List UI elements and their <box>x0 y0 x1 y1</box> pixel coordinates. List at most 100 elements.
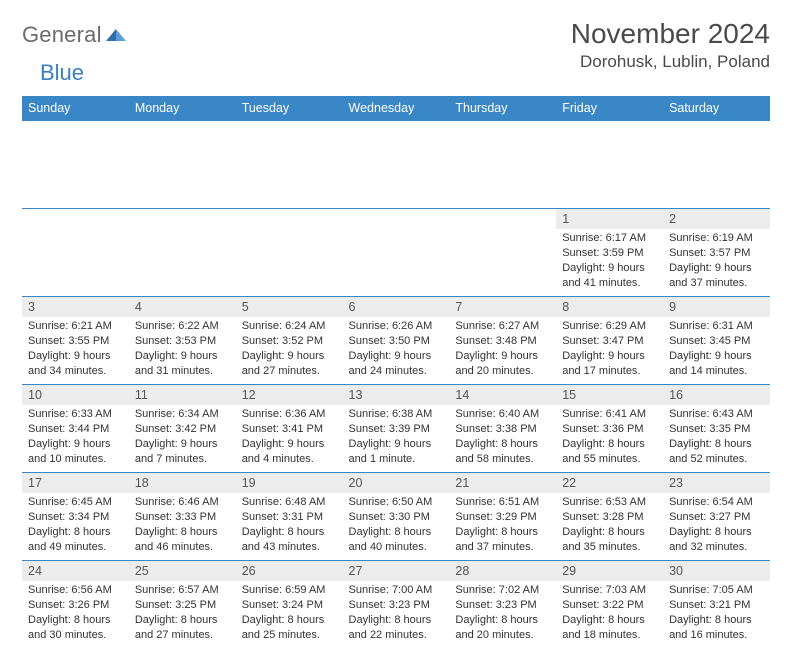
calendar-day-cell: 20Sunrise: 6:50 AMSunset: 3:30 PMDayligh… <box>343 473 450 561</box>
daylight-text: Daylight: 8 hours and 40 minutes. <box>349 525 444 555</box>
sunrise-text: Sunrise: 6:38 AM <box>349 407 444 422</box>
brand-logo: General <box>22 18 128 48</box>
day-number: 25 <box>129 561 236 581</box>
sunset-text: Sunset: 3:45 PM <box>669 334 764 349</box>
day-number: 23 <box>663 473 770 493</box>
day-number: 30 <box>663 561 770 581</box>
brand-mark-icon <box>106 25 126 46</box>
day-number: 1 <box>556 209 663 229</box>
day-number: 8 <box>556 297 663 317</box>
sunset-text: Sunset: 3:25 PM <box>135 598 230 613</box>
day-wrap: 19Sunrise: 6:48 AMSunset: 3:31 PMDayligh… <box>236 473 343 560</box>
day-details: Sunrise: 6:43 AMSunset: 3:35 PMDaylight:… <box>663 405 770 468</box>
sunset-text: Sunset: 3:35 PM <box>669 422 764 437</box>
day-wrap: 17Sunrise: 6:45 AMSunset: 3:34 PMDayligh… <box>22 473 129 560</box>
sunset-text: Sunset: 3:27 PM <box>669 510 764 525</box>
daylight-text: Daylight: 8 hours and 55 minutes. <box>562 437 657 467</box>
day-number: 4 <box>129 297 236 317</box>
day-number: 10 <box>22 385 129 405</box>
daylight-text: Daylight: 8 hours and 35 minutes. <box>562 525 657 555</box>
calendar-day-cell: 16Sunrise: 6:43 AMSunset: 3:35 PMDayligh… <box>663 385 770 473</box>
day-wrap: 29Sunrise: 7:03 AMSunset: 3:22 PMDayligh… <box>556 561 663 649</box>
day-number: 18 <box>129 473 236 493</box>
daylight-text: Daylight: 9 hours and 1 minute. <box>349 437 444 467</box>
sunrise-text: Sunrise: 6:57 AM <box>135 583 230 598</box>
day-number: 17 <box>22 473 129 493</box>
sunrise-text: Sunrise: 6:21 AM <box>28 319 123 334</box>
daylight-text: Daylight: 8 hours and 18 minutes. <box>562 613 657 643</box>
daylight-text: Daylight: 8 hours and 16 minutes. <box>669 613 764 643</box>
calendar-week-row: 1Sunrise: 6:17 AMSunset: 3:59 PMDaylight… <box>22 209 770 297</box>
day-details: Sunrise: 6:56 AMSunset: 3:26 PMDaylight:… <box>22 581 129 644</box>
brand-part1: General <box>22 22 102 48</box>
day-wrap: 18Sunrise: 6:46 AMSunset: 3:33 PMDayligh… <box>129 473 236 560</box>
sunset-text: Sunset: 3:34 PM <box>28 510 123 525</box>
day-number: 29 <box>556 561 663 581</box>
daylight-text: Daylight: 8 hours and 43 minutes. <box>242 525 337 555</box>
calendar-table: Sunday Monday Tuesday Wednesday Thursday… <box>22 96 770 649</box>
weekday-header: Sunday <box>22 96 129 121</box>
calendar-week-row: 10Sunrise: 6:33 AMSunset: 3:44 PMDayligh… <box>22 385 770 473</box>
daylight-text: Daylight: 9 hours and 4 minutes. <box>242 437 337 467</box>
day-details: Sunrise: 6:27 AMSunset: 3:48 PMDaylight:… <box>449 317 556 380</box>
day-details: Sunrise: 6:46 AMSunset: 3:33 PMDaylight:… <box>129 493 236 556</box>
daylight-text: Daylight: 9 hours and 37 minutes. <box>669 261 764 291</box>
day-details: Sunrise: 6:31 AMSunset: 3:45 PMDaylight:… <box>663 317 770 380</box>
day-wrap: 9Sunrise: 6:31 AMSunset: 3:45 PMDaylight… <box>663 297 770 384</box>
day-wrap: 23Sunrise: 6:54 AMSunset: 3:27 PMDayligh… <box>663 473 770 560</box>
day-wrap: 13 Sunrise: 6:38 AMSunset: 3:39 PMDayligh… <box>343 385 450 472</box>
sunrise-text: Sunrise: 6:45 AM <box>28 495 123 510</box>
month-title: November 2024 <box>571 18 770 50</box>
sunset-text: Sunset: 3:23 PM <box>455 598 550 613</box>
day-number: 9 <box>663 297 770 317</box>
day-details: Sunrise: 6:48 AMSunset: 3:31 PMDaylight:… <box>236 493 343 556</box>
daylight-text: Daylight: 8 hours and 25 minutes. <box>242 613 337 643</box>
sunrise-text: Sunrise: 6:24 AM <box>242 319 337 334</box>
weekday-header: Monday <box>129 96 236 121</box>
day-details: Sunrise: 6:53 AMSunset: 3:28 PMDaylight:… <box>556 493 663 556</box>
calendar-day-cell: 30Sunrise: 7:05 AMSunset: 3:21 PMDayligh… <box>663 561 770 649</box>
day-details: Sunrise: 6:40 AMSunset: 3:38 PMDaylight:… <box>449 405 556 468</box>
day-details: Sunrise: 7:03 AMSunset: 3:22 PMDaylight:… <box>556 581 663 644</box>
day-number: 22 <box>556 473 663 493</box>
sunrise-text: Sunrise: 6:34 AM <box>135 407 230 422</box>
calendar-day-cell: 15Sunrise: 6:41 AMSunset: 3:36 PMDayligh… <box>556 385 663 473</box>
sunset-text: Sunset: 3:21 PM <box>669 598 764 613</box>
day-number: 24 <box>22 561 129 581</box>
day-details: Sunrise: 6:59 AMSunset: 3:24 PMDaylight:… <box>236 581 343 644</box>
sunset-text: Sunset: 3:42 PM <box>135 422 230 437</box>
sunset-text: Sunset: 3:39 PM <box>349 422 444 437</box>
daylight-text: Daylight: 9 hours and 7 minutes. <box>135 437 230 467</box>
sunset-text: Sunset: 3:52 PM <box>242 334 337 349</box>
calendar-day-cell <box>236 209 343 297</box>
daylight-text: Daylight: 9 hours and 17 minutes. <box>562 349 657 379</box>
day-details: Sunrise: 6:54 AMSunset: 3:27 PMDaylight:… <box>663 493 770 556</box>
sunrise-text: Sunrise: 6:46 AM <box>135 495 230 510</box>
calendar-day-cell: 22Sunrise: 6:53 AMSunset: 3:28 PMDayligh… <box>556 473 663 561</box>
day-details: Sunrise: 6:19 AMSunset: 3:57 PMDaylight:… <box>663 229 770 292</box>
sunset-text: Sunset: 3:53 PM <box>135 334 230 349</box>
day-wrap: 22Sunrise: 6:53 AMSunset: 3:28 PMDayligh… <box>556 473 663 560</box>
day-number: 13 <box>343 385 450 405</box>
day-details: Sunrise: 6:45 AMSunset: 3:34 PMDaylight:… <box>22 493 129 556</box>
day-details: Sunrise: 6:57 AMSunset: 3:25 PMDaylight:… <box>129 581 236 644</box>
day-wrap: 1Sunrise: 6:17 AMSunset: 3:59 PMDaylight… <box>556 209 663 296</box>
sunrise-text: Sunrise: 7:03 AM <box>562 583 657 598</box>
day-number: 5 <box>236 297 343 317</box>
sunset-text: Sunset: 3:29 PM <box>455 510 550 525</box>
daylight-text: Daylight: 9 hours and 31 minutes. <box>135 349 230 379</box>
weekday-header: Tuesday <box>236 96 343 121</box>
day-wrap: 27Sunrise: 7:00 AMSunset: 3:23 PMDayligh… <box>343 561 450 649</box>
sunset-text: Sunset: 3:36 PM <box>562 422 657 437</box>
day-wrap: 5Sunrise: 6:24 AMSunset: 3:52 PMDaylight… <box>236 297 343 384</box>
weekday-header-row: Sunday Monday Tuesday Wednesday Thursday… <box>22 96 770 121</box>
calendar-week-row: 17Sunrise: 6:45 AMSunset: 3:34 PMDayligh… <box>22 473 770 561</box>
daylight-text: Daylight: 8 hours and 27 minutes. <box>135 613 230 643</box>
day-wrap: 7Sunrise: 6:27 AMSunset: 3:48 PMDaylight… <box>449 297 556 384</box>
day-details: Sunrise: 6:29 AMSunset: 3:47 PMDaylight:… <box>556 317 663 380</box>
day-wrap: 24Sunrise: 6:56 AMSunset: 3:26 PMDayligh… <box>22 561 129 649</box>
sunset-text: Sunset: 3:24 PM <box>242 598 337 613</box>
calendar-day-cell: 24Sunrise: 6:56 AMSunset: 3:26 PMDayligh… <box>22 561 129 649</box>
sunrise-text: Sunrise: 6:40 AM <box>455 407 550 422</box>
sunset-text: Sunset: 3:28 PM <box>562 510 657 525</box>
